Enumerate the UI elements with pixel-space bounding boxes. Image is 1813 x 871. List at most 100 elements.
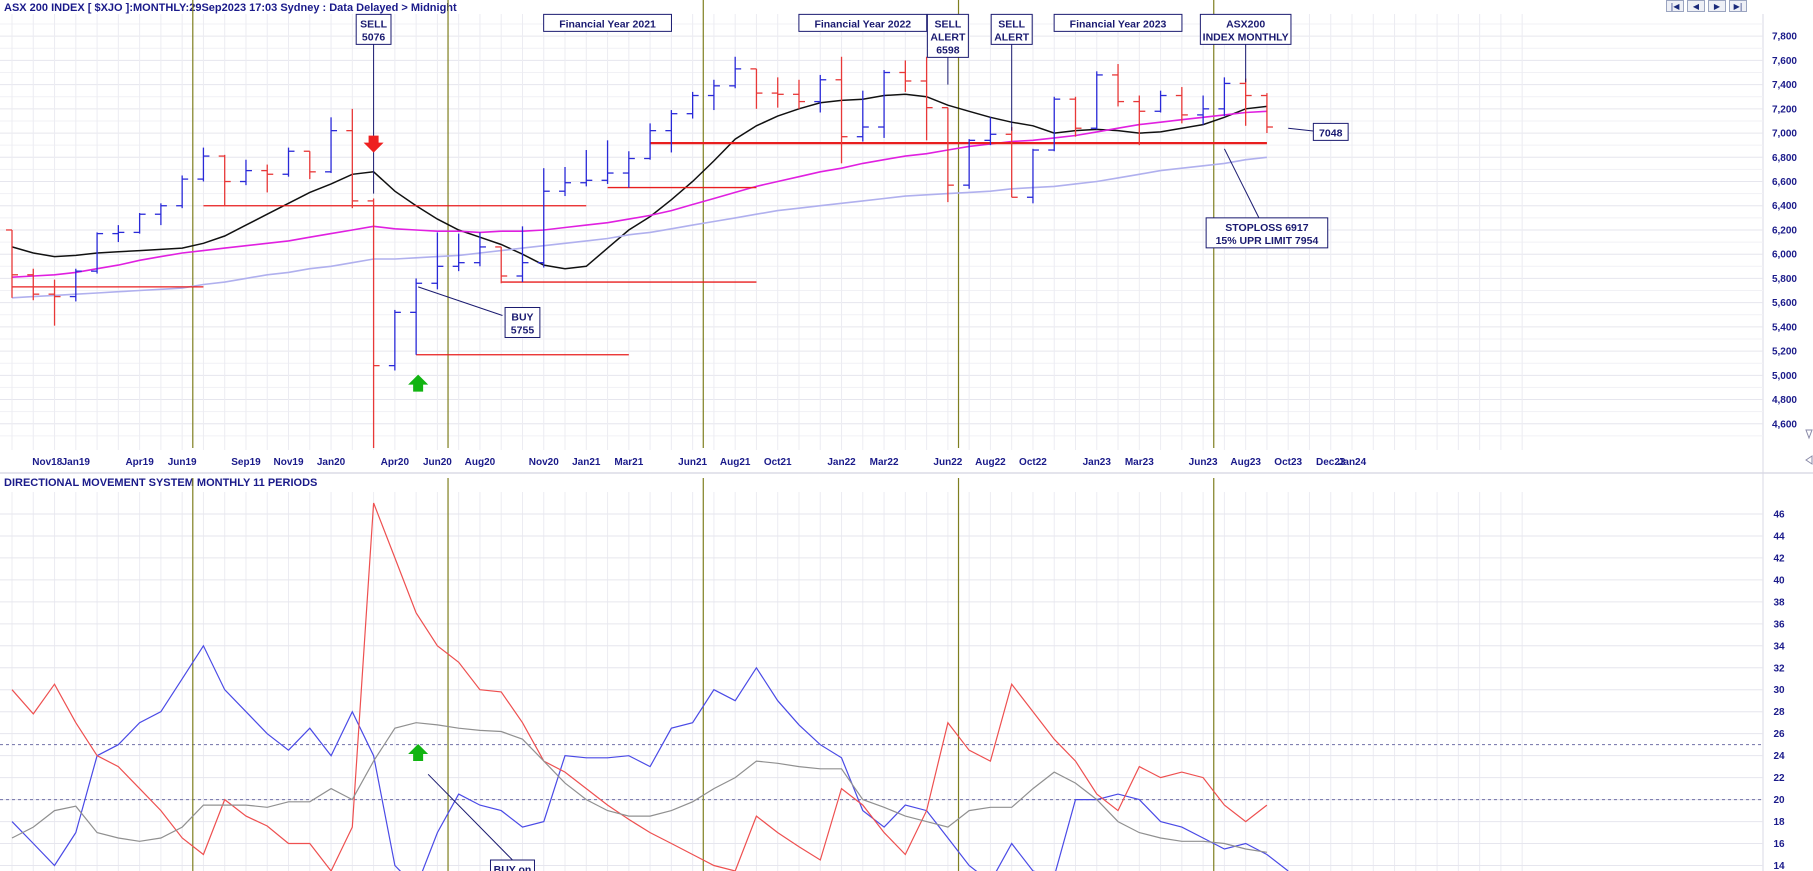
price-tick-label: 7,600 bbox=[1772, 56, 1797, 67]
x-tick-label: Jan22 bbox=[827, 457, 856, 468]
x-tick-label: Oct21 bbox=[764, 457, 792, 468]
dms-tick-label: 46 bbox=[1773, 509, 1785, 520]
price-tick-label: 5,600 bbox=[1772, 298, 1797, 309]
annotation-frame bbox=[543, 13, 672, 32]
price-tick-label: 6,200 bbox=[1772, 225, 1797, 236]
x-tick-label: Aug22 bbox=[975, 457, 1006, 468]
buy-arrow-icon bbox=[408, 744, 429, 762]
x-tick-label: Dec23 bbox=[1316, 457, 1346, 468]
x-tick-label: Sep19 bbox=[231, 457, 261, 468]
annotation-text: ALERT bbox=[930, 31, 966, 43]
dms-series-di bbox=[11, 502, 1268, 871]
x-tick-label: Jan24 bbox=[1338, 457, 1367, 468]
price-tick-label: 7,800 bbox=[1772, 32, 1797, 43]
dms-tick-label: 26 bbox=[1773, 729, 1785, 740]
buy-arrow-icon bbox=[408, 374, 429, 392]
annotation-text: INDEX MONTHLY bbox=[1203, 31, 1289, 43]
price-tick-label: 5,400 bbox=[1772, 322, 1797, 333]
price-tick-label: 6,600 bbox=[1772, 177, 1797, 188]
moving-average-lavender bbox=[11, 156, 1267, 299]
annotation-leader bbox=[1288, 127, 1317, 132]
annotation-text: 5076 bbox=[362, 31, 386, 43]
dms-tick-label: 32 bbox=[1773, 663, 1785, 674]
annotation-frame bbox=[1312, 122, 1349, 141]
scroll-left-icon bbox=[1805, 455, 1813, 465]
annotation-frame bbox=[1199, 13, 1292, 45]
grid-layer bbox=[0, 14, 1813, 871]
annotation-box: Financial Year 2022 bbox=[798, 13, 928, 32]
x-tick-label: Apr19 bbox=[125, 457, 154, 468]
x-tick-label: Oct23 bbox=[1274, 457, 1302, 468]
annotation-text: BUY bbox=[511, 311, 533, 323]
x-tick-label: Mar23 bbox=[1125, 457, 1154, 468]
dms-tick-label: 34 bbox=[1773, 641, 1785, 652]
dms-tick-label: 18 bbox=[1773, 817, 1785, 828]
x-tick-label: Jun22 bbox=[933, 457, 962, 468]
price-tick-label: 6,000 bbox=[1772, 250, 1797, 261]
dms-tick-label: 16 bbox=[1773, 839, 1785, 850]
dms-tick-label: 14 bbox=[1773, 861, 1785, 871]
price-tick-label: 4,800 bbox=[1772, 395, 1797, 406]
annotation-box: Financial Year 2023 bbox=[1053, 13, 1183, 32]
price-tick-label: 6,400 bbox=[1772, 201, 1797, 212]
x-tick-label: Nov20 bbox=[529, 457, 559, 468]
annotation-text: 15% UPR LIMIT 7954 bbox=[1216, 235, 1319, 247]
annotation-box: Financial Year 2021 bbox=[543, 13, 672, 32]
price-tick-label: 5,200 bbox=[1772, 347, 1797, 358]
annotation-text: ALERT bbox=[994, 31, 1030, 43]
x-tick-label: Aug21 bbox=[720, 457, 751, 468]
annotation-text: Financial Year 2022 bbox=[814, 18, 911, 30]
x-tick-label: Nov19 bbox=[274, 457, 304, 468]
annotation-leader bbox=[427, 773, 513, 861]
annotation-frame bbox=[1053, 13, 1183, 32]
annotation-frame bbox=[355, 13, 392, 45]
annotation-text: 7048 bbox=[1319, 127, 1343, 139]
x-tick-label: Jan20 bbox=[317, 457, 346, 468]
x-tick-label: Jun19 bbox=[168, 457, 197, 468]
price-tick-label: 5,000 bbox=[1772, 371, 1797, 382]
price-tick-label: 4,600 bbox=[1772, 419, 1797, 430]
scroll-down-icon bbox=[1805, 429, 1813, 440]
x-tick-label: Nov18 bbox=[32, 457, 62, 468]
price-tick-label: 7,200 bbox=[1772, 104, 1797, 115]
annotation-text: SELL bbox=[998, 18, 1025, 30]
annotation-frame bbox=[926, 13, 969, 58]
dms-series-di bbox=[11, 644, 1289, 871]
x-tick-label: Mar22 bbox=[870, 457, 899, 468]
dms-tick-label: 44 bbox=[1773, 531, 1785, 542]
dms-tick-label: 30 bbox=[1773, 685, 1785, 696]
annotation-box: BUY onWeekly bbox=[489, 859, 535, 871]
x-tick-label: Aug23 bbox=[1230, 457, 1261, 468]
first-page-button[interactable]: |◀ bbox=[1666, 0, 1684, 12]
annotation-text: Financial Year 2021 bbox=[559, 18, 656, 30]
x-tick-label: Jun20 bbox=[423, 457, 452, 468]
next-button[interactable]: ▶ bbox=[1708, 0, 1726, 12]
dms-series-adx bbox=[11, 722, 1267, 853]
annotation-text: STOPLOSS 6917 bbox=[1225, 222, 1308, 234]
chart-title: ASX 200 INDEX [ $XJO ]:MONTHLY:29Sep2023… bbox=[4, 2, 457, 14]
price-tick-label: 5,800 bbox=[1772, 274, 1797, 285]
annotation-leader bbox=[1223, 148, 1260, 219]
annotation-frame bbox=[489, 859, 535, 871]
price-tick-label: 6,800 bbox=[1772, 153, 1797, 164]
prev-button[interactable]: ◀ bbox=[1687, 0, 1705, 12]
dms-tick-label: 22 bbox=[1773, 773, 1785, 784]
x-tick-label: Jan23 bbox=[1083, 457, 1112, 468]
moving-average-black bbox=[11, 93, 1267, 270]
annotation-leader bbox=[417, 286, 503, 316]
dms-tick-label: 42 bbox=[1773, 553, 1785, 564]
moving-average-magenta bbox=[11, 110, 1267, 278]
last-page-button[interactable]: ▶| bbox=[1729, 0, 1747, 12]
x-tick-label: Aug20 bbox=[465, 457, 496, 468]
x-tick-label: Mar21 bbox=[614, 457, 643, 468]
annotation-frame bbox=[504, 306, 541, 338]
annotation-text: Financial Year 2023 bbox=[1070, 18, 1167, 30]
dms-tick-label: 24 bbox=[1773, 751, 1785, 762]
annotation-text: SELL bbox=[934, 18, 961, 30]
